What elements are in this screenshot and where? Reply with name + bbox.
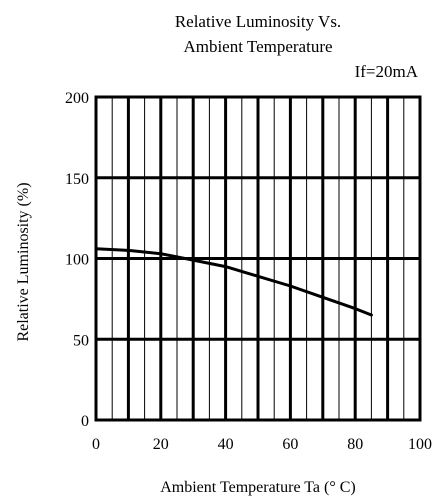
plot-border xyxy=(94,95,422,422)
y-axis-label: Relative Luminosity (%) xyxy=(15,182,32,341)
x-tick-label: 100 xyxy=(408,436,432,453)
y-tick-label: 50 xyxy=(73,332,89,349)
y-tick-labels: 0 50 100 150 200 xyxy=(65,90,89,430)
x-tick-label: 40 xyxy=(218,436,234,453)
x-tick-label: 80 xyxy=(347,436,363,453)
grid xyxy=(96,97,420,420)
x-tick-label: 20 xyxy=(153,436,169,453)
chart-title: Relative Luminosity Vs. xyxy=(175,12,341,31)
y-tick-label: 150 xyxy=(65,171,89,188)
x-tick-label: 0 xyxy=(92,436,100,453)
x-axis-label: Ambient Temperature Ta (° C) xyxy=(160,479,356,496)
test-condition-label: If=20mA xyxy=(355,62,419,81)
y-tick-label: 100 xyxy=(65,252,89,269)
y-tick-label: 0 xyxy=(81,413,89,430)
chart-subtitle: Ambient Temperature xyxy=(183,37,332,56)
x-tick-label: 60 xyxy=(282,436,298,453)
luminosity-curve xyxy=(94,247,373,317)
series-layer xyxy=(94,247,373,317)
plot-frame xyxy=(94,95,422,422)
x-tick-labels: 0 20 40 60 80 100 xyxy=(92,436,432,453)
y-tick-label: 200 xyxy=(65,90,89,107)
